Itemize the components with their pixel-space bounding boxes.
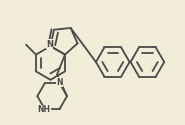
Text: N: N — [46, 40, 53, 49]
Text: N: N — [56, 78, 63, 87]
Text: NH: NH — [37, 106, 50, 114]
